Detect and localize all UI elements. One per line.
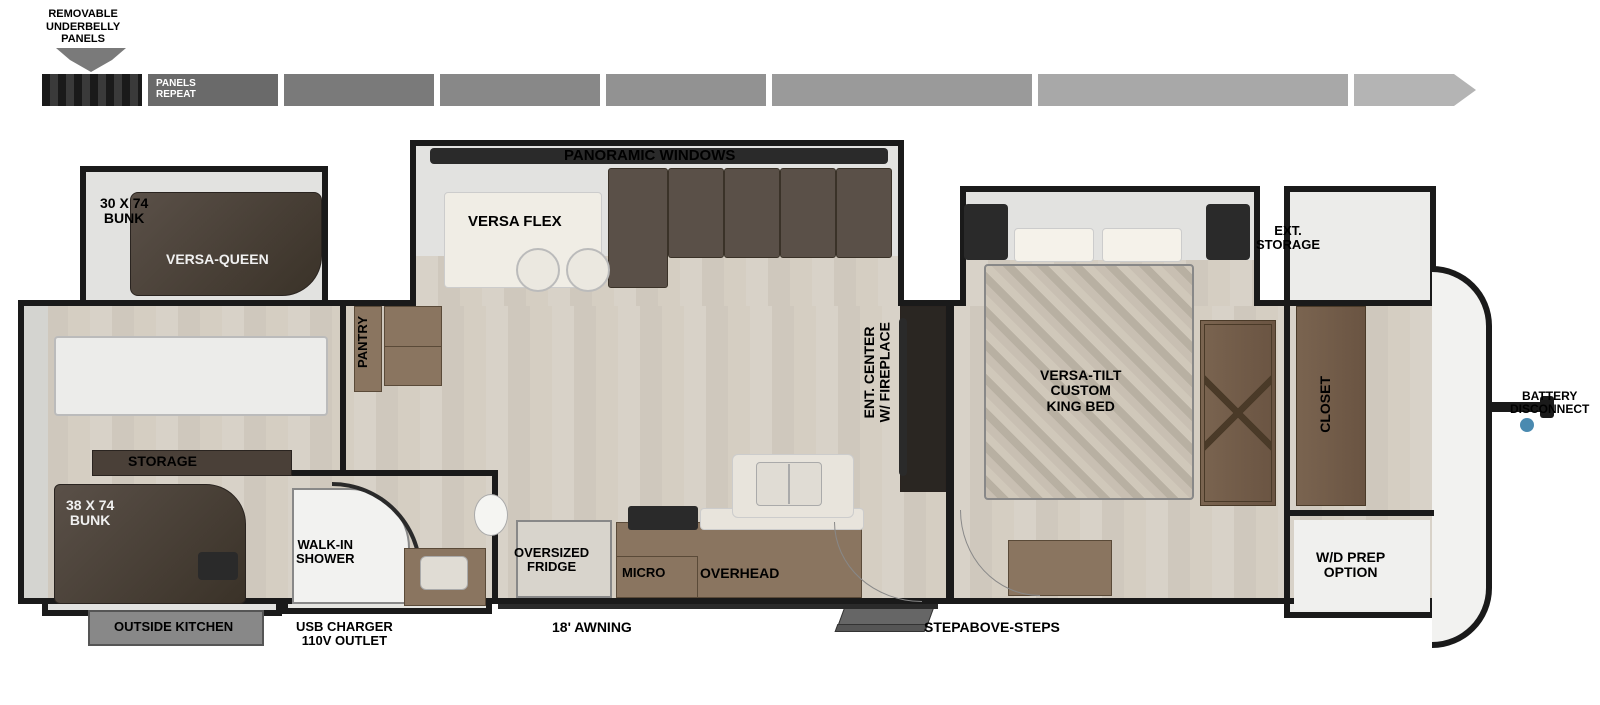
label-bunk-38x74: 38 X 74 BUNK — [66, 498, 114, 529]
label-ent-center: ENT. CENTER W/ FIREPLACE — [862, 322, 893, 422]
panel-segment-2 — [284, 74, 434, 106]
toilet — [474, 494, 508, 536]
pantry-cabinet-line — [384, 346, 442, 347]
label-panoramic: PANORAMIC WINDOWS — [564, 148, 735, 165]
wall-bunk-divider — [340, 306, 346, 474]
panel-segment-0 — [42, 74, 142, 106]
sofa-seat-4 — [836, 168, 892, 258]
wall-bedroom — [946, 306, 954, 598]
label-wd-prep: W/D PREP OPTION — [1316, 550, 1385, 581]
label-awning: 18' AWNING — [552, 620, 632, 635]
label-ext-storage: EXT. STORAGE — [1256, 224, 1320, 253]
pillow-left — [1014, 228, 1094, 262]
wall-bath-top — [282, 470, 498, 476]
label-closet: CLOSET — [1318, 376, 1333, 433]
label-outside-kitchen: OUTSIDE KITCHEN — [114, 620, 233, 634]
sofa-corner — [608, 168, 668, 288]
awning-bar — [498, 604, 938, 609]
label-usb-charger: USB CHARGER 110V OUTLET — [296, 620, 393, 649]
nightstand-right — [1206, 204, 1250, 260]
kitchen-sink-divider — [788, 464, 790, 504]
bottom-bunk-tv — [198, 552, 238, 580]
closet-doors-x1 — [1204, 324, 1272, 502]
nightstand-left — [964, 204, 1008, 260]
underbelly-arrow-icon — [56, 48, 126, 74]
panel-segment-5 — [772, 74, 1032, 106]
panel-segment-arrow — [1454, 74, 1476, 106]
sofa-seat-3 — [780, 168, 836, 258]
versa-queen-bunk — [130, 192, 322, 296]
pillow-right — [1102, 228, 1182, 262]
sofa-seat-1 — [668, 168, 724, 258]
dinette-chair-1 — [516, 248, 560, 292]
label-storage: STORAGE — [128, 454, 197, 469]
ent-center-tv — [899, 318, 907, 476]
rear-cap-panel — [24, 306, 48, 598]
label-battery: BATTERY DISCONNECT — [1510, 390, 1589, 416]
label-versa-queen: VERSA-QUEEN — [166, 252, 269, 267]
label-walk-in-shower: WALK-IN SHOWER — [296, 538, 355, 567]
panel-segment-7 — [1354, 74, 1454, 106]
stove-top — [628, 506, 698, 530]
label-versa-flex: VERSA FLEX — [468, 214, 562, 231]
wall-closet — [1284, 306, 1290, 598]
label-bunk-30x74: 30 X 74 BUNK — [100, 196, 148, 227]
panel-segment-3 — [440, 74, 600, 106]
label-oversized-fridge: OVERSIZED FRIDGE — [514, 546, 589, 575]
battery-disc-indicator — [1520, 418, 1534, 432]
panels-repeat-label: PANELS REPEAT — [156, 78, 196, 100]
label-overhead: OVERHEAD — [700, 566, 779, 581]
wall-front-mid — [1284, 510, 1434, 516]
bath-sink — [420, 556, 468, 590]
nose-cap — [1432, 266, 1492, 648]
label-stepabove: STEPABOVE-STEPS — [924, 620, 1060, 635]
rear-bed — [54, 336, 328, 416]
label-versa-tilt: VERSA-TILT CUSTOM KING BED — [1040, 368, 1121, 414]
dinette-chair-2 — [566, 248, 610, 292]
sofa-seat-2 — [724, 168, 780, 258]
entry-step-2 — [835, 624, 928, 632]
panel-segment-4 — [606, 74, 766, 106]
underbelly-title: REMOVABLE UNDERBELLY PANELS — [46, 8, 120, 46]
label-micro: MICRO — [622, 566, 665, 580]
panel-segment-6 — [1038, 74, 1348, 106]
label-pantry: PANTRY — [356, 316, 370, 368]
